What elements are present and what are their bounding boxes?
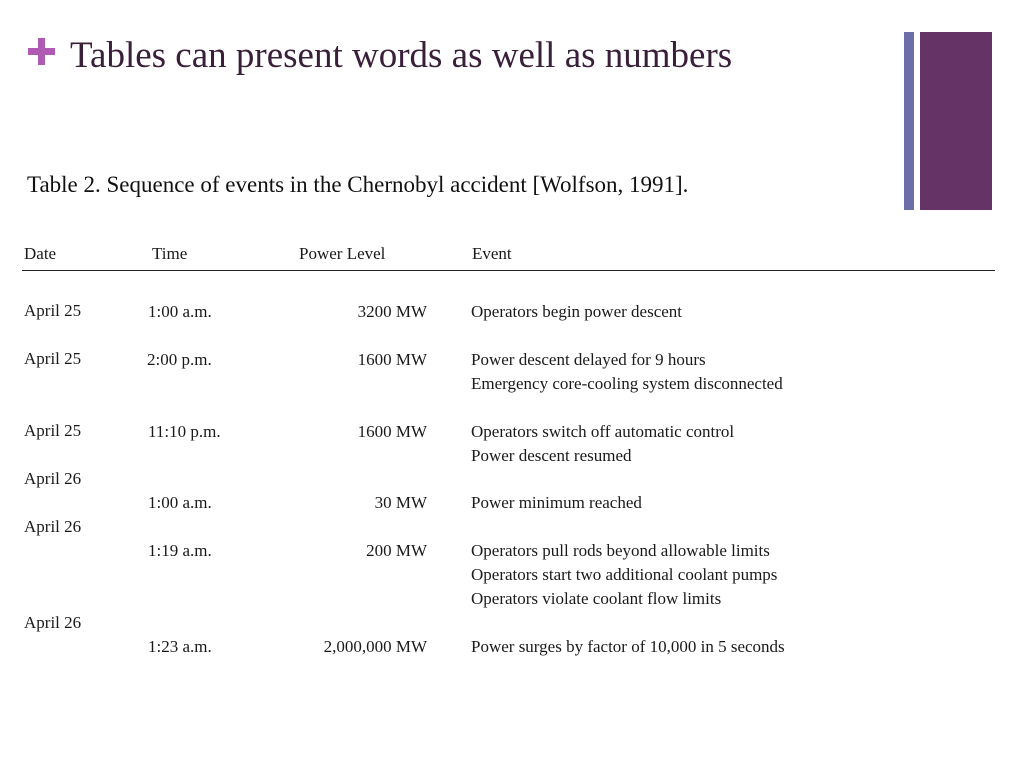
cell-event: Power descent delayed for 9 hours [471,350,706,369]
cell-power: 1600 MW [357,422,427,441]
plus-icon [28,38,56,66]
header-time: Time [152,244,188,263]
cell-event: Operators switch off automatic control [471,422,735,441]
cell-event: Emergency core-cooling system disconnect… [471,374,783,393]
cell-power: 30 MW [374,493,427,512]
cell-power: 2,000,000 MW [323,637,427,656]
table-caption: Table 2. Sequence of events in the Chern… [27,172,689,197]
cell-time: 1:00 a.m. [148,493,212,512]
cell-power: 200 MW [366,541,427,560]
cell-power: 1600 MW [357,350,427,369]
header-event: Event [472,244,512,263]
cell-event: Operators start two additional coolant p… [471,565,778,584]
accent-line [904,32,914,210]
cell-date: April 26 [24,613,82,632]
cell-event: Operators begin power descent [471,302,683,321]
cell-date: April 26 [24,469,82,488]
cell-power: 3200 MW [357,302,427,321]
cell-time: 1:19 a.m. [148,541,212,560]
cell-event: Operators violate coolant flow limits [471,589,722,608]
cell-event: Power minimum reached [471,493,642,512]
header-power-level: Power Level [299,244,386,263]
cell-event: Power surges by factor of 10,000 in 5 se… [471,637,785,656]
cell-time: 2:00 p.m. [147,350,212,369]
header-date: Date [24,244,57,263]
cell-time: 1:00 a.m. [148,302,212,321]
accent-bar [920,32,992,210]
cell-time: 11:10 p.m. [148,422,221,441]
cell-time: 1:23 a.m. [148,637,212,656]
slide-title: Tables can present words as well as numb… [70,35,733,76]
cell-date: April 25 [24,349,82,368]
cell-date: April 25 [24,421,82,440]
cell-date: April 25 [24,301,82,320]
header-rule [22,270,995,271]
cell-event: Power descent resumed [471,446,632,465]
cell-date: April 26 [24,517,82,536]
cell-event: Operators pull rods beyond allowable lim… [471,541,770,560]
